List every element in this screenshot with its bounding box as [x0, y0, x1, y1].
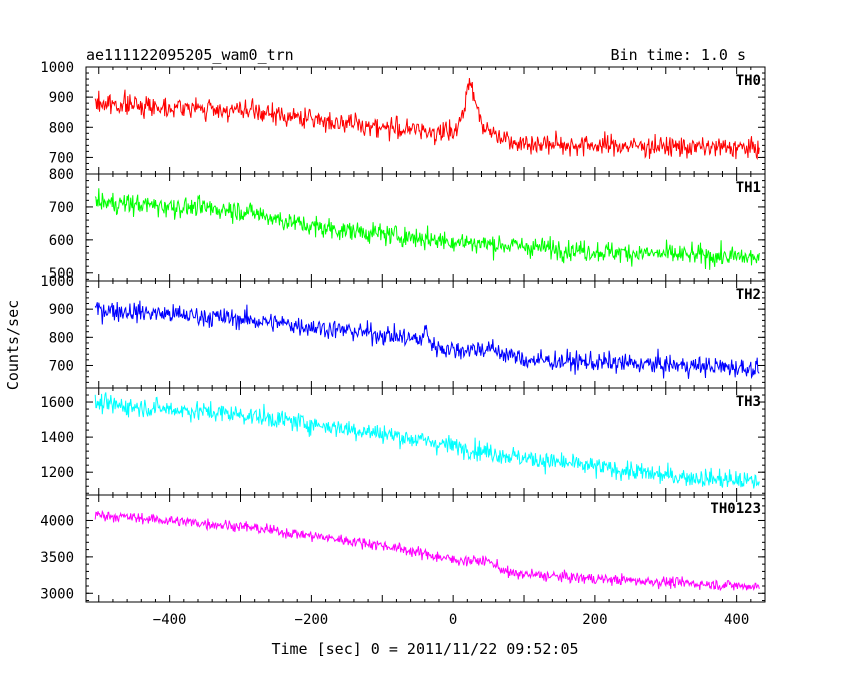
panel-th2: 700 800 900 1000 TH2: [40, 274, 766, 389]
series-th1: [94, 188, 760, 270]
y-tick-label: 500: [49, 266, 74, 282]
series-th0123: [94, 509, 760, 592]
panel-th3: 1200 1400 1600 TH3: [40, 387, 766, 496]
y-tick-label: 3500: [40, 550, 74, 566]
panels-group: 7008009001000TH0500600700800TH1700800900…: [40, 60, 766, 628]
panel-label: TH0123: [710, 501, 761, 517]
y-tick-label: 1400: [40, 430, 74, 446]
panel-frame: [85, 494, 766, 603]
y-tick-label: 800: [49, 330, 74, 346]
x-tick-label: −400: [153, 612, 187, 628]
series-th2: [94, 300, 760, 380]
y-tick-label: 700: [49, 150, 74, 166]
y-tick-label: 900: [49, 90, 74, 106]
panel-label: TH2: [736, 287, 761, 303]
panel-th0: 700 800 900 1000 TH0: [40, 60, 766, 175]
y-tick-label: 700: [49, 358, 74, 374]
panel-label: TH0: [736, 73, 761, 89]
y-tick-label: 3000: [40, 586, 74, 602]
y-tick-label: 700: [49, 200, 74, 216]
x-tick-label: 200: [582, 612, 607, 628]
panel-th1: 500 600 700 800 TH1: [49, 167, 766, 282]
y-tick-label: 900: [49, 302, 74, 318]
panel-label: TH1: [736, 180, 761, 196]
y-tick-label: 1200: [40, 465, 74, 481]
x-tick-label: 0: [449, 612, 457, 628]
y-tick-label: 800: [49, 167, 74, 183]
y-tick-label: 1600: [40, 395, 74, 411]
x-axis-label: Time [sec] 0 = 2011/11/22 09:52:05: [271, 640, 578, 658]
series-th0: [94, 77, 760, 161]
y-tick-label: 1000: [40, 60, 74, 76]
y-tick-label: 800: [49, 120, 74, 136]
series-th3: [94, 392, 760, 489]
chart-title: ae111122095205_wam0_trn: [86, 46, 294, 64]
x-tick-label: 400: [724, 612, 749, 628]
y-tick-label: 600: [49, 233, 74, 249]
panel-frame: [85, 66, 766, 175]
x-tick-label: −200: [295, 612, 329, 628]
y-tick-label: 4000: [40, 513, 74, 529]
panel-th0123: 3000 3500 4000 TH0123: [40, 494, 766, 603]
panel-label: TH3: [736, 394, 761, 410]
y-axis-label: Counts/sec: [4, 300, 22, 390]
bin-time-label: Bin time: 1.0 s: [611, 46, 746, 64]
panel-frame: [85, 173, 766, 282]
y-tick-label: 1000: [40, 274, 74, 290]
